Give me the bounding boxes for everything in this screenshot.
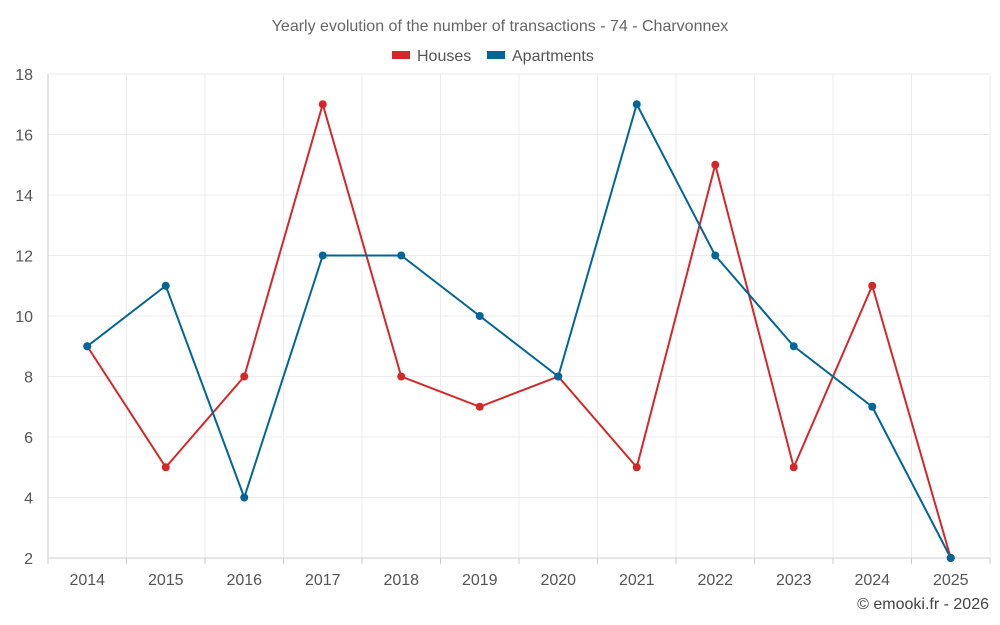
- data-point-apartments: [632, 100, 641, 109]
- x-tick-label: 2021: [619, 572, 655, 589]
- legend-swatch-houses: [392, 51, 410, 59]
- data-point-apartments: [475, 312, 484, 320]
- data-point-apartments: [711, 251, 720, 260]
- y-tick-label: 4: [24, 491, 33, 508]
- data-point-apartments: [554, 372, 563, 381]
- data-point-apartments: [397, 251, 406, 260]
- data-point-apartments: [946, 554, 955, 562]
- legend-swatch-apartments: [487, 51, 505, 59]
- x-tick-label: 2022: [697, 572, 733, 589]
- y-tick-label: 2: [24, 551, 33, 568]
- x-tick-label: 2016: [226, 572, 262, 589]
- series-line-houses: [86, 103, 952, 559]
- legend: Houses Apartments: [392, 48, 594, 65]
- data-point-houses: [632, 463, 641, 472]
- data-point-apartments: [83, 342, 92, 351]
- x-tick-label: 2025: [933, 572, 969, 589]
- y-axis-ticks: 2 4 6 8 10 12 14 16 18: [15, 67, 33, 568]
- data-point-houses: [240, 372, 249, 381]
- y-tick-label: 10: [15, 309, 33, 326]
- x-tick-label: 2018: [383, 572, 419, 589]
- legend-label-apartments: Apartments: [512, 48, 594, 65]
- chart-title: Yearly evolution of the number of transa…: [272, 18, 729, 35]
- data-point-houses: [397, 372, 406, 381]
- data-point-apartments: [868, 402, 877, 411]
- y-tick-label: 6: [24, 430, 33, 447]
- data-point-houses: [475, 402, 484, 411]
- y-tick-label: 14: [15, 188, 33, 205]
- y-tick-label: 18: [15, 67, 33, 84]
- x-tick-label: 2020: [540, 572, 576, 589]
- data-point-houses: [789, 463, 798, 472]
- data-point-houses: [318, 100, 327, 109]
- series-group: [83, 100, 955, 562]
- legend-label-houses: Houses: [417, 48, 471, 65]
- x-tick-label: 2023: [776, 572, 812, 589]
- x-tick-label: 2015: [148, 572, 184, 589]
- series-line-apartments: [86, 103, 952, 559]
- data-point-apartments: [318, 251, 327, 260]
- x-axis-ticks: 2014 2015 2016 2017 2018 2019 2020 2021 2022 2023…: [69, 572, 968, 589]
- data-point-houses: [711, 160, 720, 169]
- gridlines: [48, 73, 991, 558]
- x-tick-label: 2017: [305, 572, 341, 589]
- y-tick-label: 16: [15, 128, 33, 145]
- data-point-apartments: [789, 342, 798, 351]
- credit-text: © emooki.fr - 2026: [857, 596, 989, 613]
- x-tick-label: 2019: [462, 572, 498, 589]
- data-point-apartments: [240, 493, 249, 502]
- data-point-apartments: [161, 281, 170, 290]
- y-tick-label: 8: [24, 370, 33, 387]
- data-point-houses: [868, 281, 877, 290]
- data-point-houses: [161, 463, 170, 472]
- y-tick-label: 12: [15, 249, 33, 266]
- axes: [47, 74, 991, 564]
- x-tick-label: 2024: [854, 572, 890, 589]
- x-tick-label: 2014: [69, 572, 105, 589]
